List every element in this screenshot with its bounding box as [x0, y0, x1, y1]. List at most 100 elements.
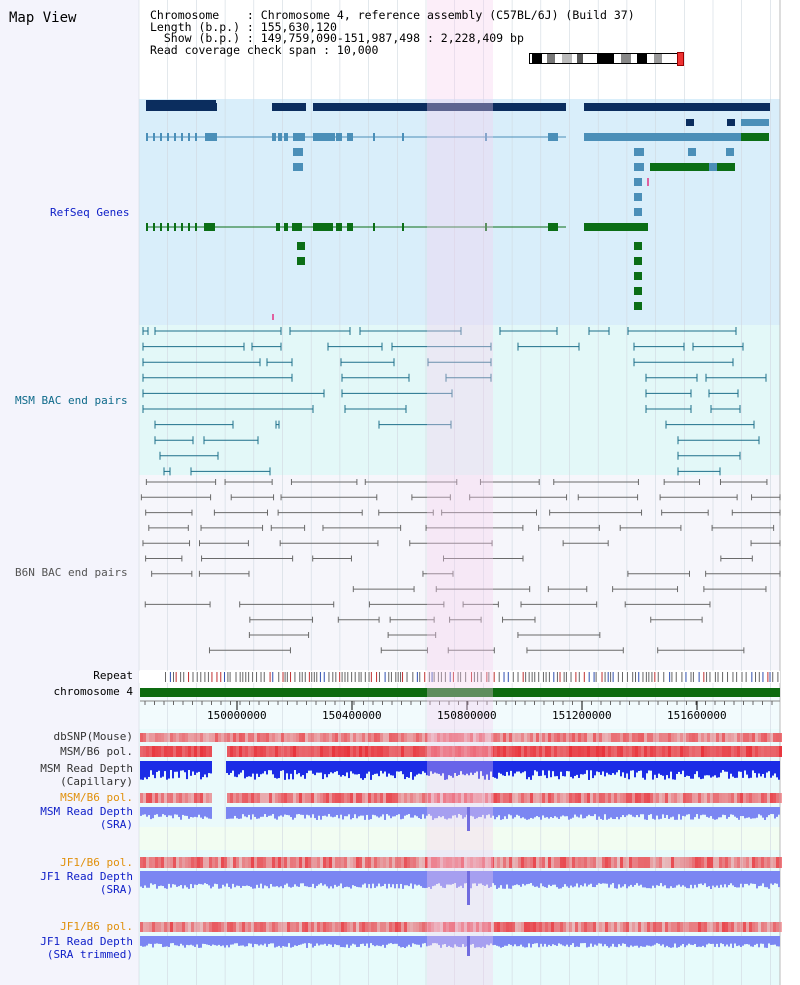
jf1-read-depth-label[interactable]: JF1 Read Depth: [40, 870, 133, 883]
jf1-read-depth-trimmed-label[interactable]: JF1 Read Depth: [40, 935, 133, 948]
msm-read-depth-sra-label[interactable]: MSM Read Depth: [40, 805, 133, 818]
jf1-pol2-cell: [725, 922, 728, 932]
jf1-depth-bar: [298, 871, 300, 887]
msm-pol-label-2[interactable]: MSM/B6 pol.: [60, 791, 133, 804]
b6n-bac-label[interactable]: B6N BAC end pairs: [15, 566, 128, 579]
msm-bac-label[interactable]: MSM BAC end pairs: [15, 394, 128, 407]
jf1-pol2-cell: [458, 922, 461, 932]
msm-pol-cell: [506, 746, 509, 757]
msm-sra-bar: [192, 807, 194, 818]
repeat-mark: [183, 672, 185, 682]
jf1-pol2-cell: [695, 922, 698, 932]
msm-pol-cell: [740, 746, 743, 757]
jf1-pol-label-1[interactable]: JF1/B6 pol.: [60, 856, 133, 869]
msm-depth-bar: [600, 761, 602, 775]
jf1-pol2-cell: [293, 922, 296, 932]
msm-pol-cell: [512, 746, 515, 757]
jf1-depth-bar: [538, 871, 540, 888]
jf1-trim-bar: [580, 936, 582, 944]
jf1-trim-bar: [230, 936, 232, 945]
jf1-pol2-cell: [740, 922, 743, 932]
msm-depth-bar: [636, 761, 638, 773]
msm-sra-bar: [308, 807, 310, 816]
jf1-pol-cell: [344, 857, 347, 868]
refseq-genes-label[interactable]: RefSeq Genes: [50, 206, 130, 219]
msm-sra-bar: [402, 807, 404, 819]
jf1-pol-cell: [638, 857, 641, 868]
msm-pol2-cell: [194, 793, 197, 803]
dbsnp-cell: [566, 733, 569, 742]
jf1-depth-bar: [626, 871, 628, 889]
msm-depth-bar: [472, 761, 474, 775]
jf1-depth-bar: [316, 871, 318, 886]
jf1-depth-bar: [190, 871, 192, 885]
chromosome-ideogram[interactable]: [529, 52, 685, 66]
msm-pol2-cell: [422, 793, 425, 803]
msm-pol-cell: [155, 746, 158, 757]
msm-sra-bar: [446, 807, 448, 820]
jf1-trim-bar: [302, 936, 304, 944]
msm-sra-bar: [574, 807, 576, 815]
msm-pol2-cell: [494, 793, 497, 803]
jf1-pol-cell: [209, 857, 212, 868]
msm-pol-label-1[interactable]: MSM/B6 pol.: [60, 745, 133, 758]
jf1-depth-bar: [196, 871, 198, 886]
msm-depth-bar: [320, 761, 322, 773]
msm-sra-bar: [204, 807, 206, 817]
msm-depth-bar: [708, 761, 710, 776]
repeat-mark: [294, 672, 296, 682]
jf1-depth-bar: [346, 871, 348, 887]
msm-pol-cell: [407, 746, 410, 757]
jf1-pol2-cell: [329, 922, 332, 932]
dbsnp-cell: [146, 733, 149, 742]
jf1-depth-bar: [284, 871, 286, 885]
jf1-depth-bar: [148, 871, 150, 888]
dbsnp-cell: [233, 733, 236, 742]
dbsnp-cell: [329, 733, 332, 742]
jf1-depth-bar: [306, 871, 308, 887]
jf1-pol-cell: [236, 857, 239, 868]
jf1-pol-cell: [734, 857, 737, 868]
jf1-pol2-cell: [206, 922, 209, 932]
jf1-trim-bar: [692, 936, 694, 946]
repeat-mark: [769, 672, 771, 682]
msm-depth-bar: [502, 761, 504, 776]
jf1-pol-cell: [404, 857, 407, 868]
repeat-mark: [542, 672, 544, 682]
msm-sra-bar: [262, 807, 264, 817]
jf1-depth-bar: [220, 871, 222, 889]
jf1-pol-cell: [518, 857, 521, 868]
jf1-trim-bar: [716, 936, 718, 944]
msm-read-depth-cap-label[interactable]: MSM Read Depth: [40, 762, 133, 775]
msm-depth-bar: [246, 761, 248, 777]
jf1-depth-bar: [338, 871, 340, 886]
msm-sra-bar: [630, 807, 632, 815]
jf1-trim-bar: [596, 936, 598, 946]
jf1-depth-bar: [620, 871, 622, 888]
msm-pol-cell: [161, 746, 164, 757]
jf1-trim-bar: [600, 936, 602, 944]
msm-sra-bar: [592, 807, 594, 817]
jf1-trim-bar: [196, 936, 198, 945]
msm-pol-cell: [725, 746, 728, 757]
jf1-pol-cell: [410, 857, 413, 868]
dbsnp-cell: [332, 733, 335, 742]
jf1-depth-bar: [574, 871, 576, 887]
msm-sra-bar: [444, 807, 446, 819]
jf1-trim-bar: [674, 936, 676, 944]
jf1-pol-label-2[interactable]: JF1/B6 pol.: [60, 920, 133, 933]
jf1-pol-cell: [722, 857, 725, 868]
jf1-depth-bar: [526, 871, 528, 885]
msm-depth-bar: [648, 761, 650, 771]
dbsnp-label[interactable]: dbSNP(Mouse): [53, 730, 133, 743]
msm-depth-bar: [764, 761, 766, 778]
jf1-pol2-cell: [548, 922, 551, 932]
repeat-mark: [390, 672, 392, 682]
jf1-pol-cell: [224, 857, 227, 868]
dbsnp-cell: [407, 733, 410, 742]
jf1-trim-bar: [222, 936, 224, 946]
jf1-pol-cell: [713, 857, 716, 868]
jf1-pol-cell: [653, 857, 656, 868]
jf1-pol-cell: [446, 857, 449, 868]
